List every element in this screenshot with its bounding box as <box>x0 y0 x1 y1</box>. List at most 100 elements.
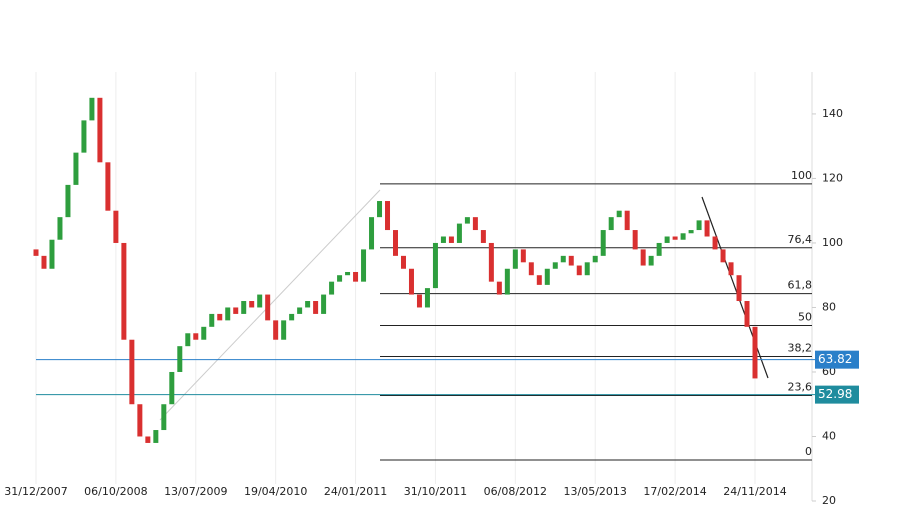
candle-body <box>329 281 335 295</box>
candle-body <box>608 217 614 231</box>
candle-body <box>712 236 718 250</box>
candle-body <box>257 294 263 308</box>
candle-body <box>640 249 646 266</box>
candle-body <box>201 326 207 340</box>
candle-body <box>584 262 590 276</box>
candle-body <box>393 230 398 256</box>
x-tick-label: 19/04/2010 <box>244 485 307 498</box>
candle-body <box>544 268 550 285</box>
candle-body <box>512 249 518 269</box>
candle-body <box>273 320 279 340</box>
candle-body <box>177 346 183 372</box>
x-tick-label: 31/12/2007 <box>4 485 67 498</box>
candle-body <box>313 301 319 314</box>
candle-body <box>672 236 678 240</box>
price-badge-label: 52.98 <box>818 387 852 401</box>
fib-label: 76,4 <box>788 233 813 246</box>
candle-body <box>209 313 215 327</box>
candle-body <box>656 242 662 256</box>
x-tick-label: 17/02/2014 <box>643 485 706 498</box>
candle-body <box>536 275 542 285</box>
candle-body <box>416 294 422 308</box>
candle-body <box>696 220 702 231</box>
candle-body <box>688 230 694 234</box>
candle-body <box>105 162 111 211</box>
candle-body <box>217 313 223 321</box>
price-badge <box>815 385 859 404</box>
price-badge <box>815 350 859 369</box>
candle-body <box>440 236 446 243</box>
candle-body <box>113 210 119 243</box>
candle-body <box>736 275 742 302</box>
candle-body <box>121 242 127 340</box>
candle-body <box>57 217 63 240</box>
candle-body <box>161 404 167 431</box>
candle-body <box>305 301 311 308</box>
x-tick-label: 31/10/2011 <box>404 485 467 498</box>
candle-body <box>265 294 271 321</box>
candle-body <box>321 294 327 314</box>
x-tick-label: 06/08/2012 <box>484 485 547 498</box>
candle-body <box>185 333 191 347</box>
candle-body <box>41 255 47 269</box>
candle-body <box>241 301 247 314</box>
fib-label: 61,8 <box>788 279 813 292</box>
x-tick-label: 13/05/2013 <box>564 485 627 498</box>
y-tick-label: 80 <box>822 300 836 313</box>
candle-body <box>297 307 303 314</box>
candle-body <box>648 255 654 266</box>
candle-body <box>361 249 367 282</box>
candle-body <box>472 217 478 231</box>
candle-body <box>616 210 622 218</box>
candle-body <box>560 255 566 263</box>
candle-body <box>744 301 750 327</box>
candle-body <box>249 301 255 308</box>
candle-body <box>145 436 151 443</box>
candle-body <box>632 230 638 250</box>
candle-body <box>448 236 454 243</box>
y-tick-label: 140 <box>822 107 843 120</box>
candle-body <box>353 271 359 282</box>
x-tick-label: 24/01/2011 <box>324 485 387 498</box>
candle-body <box>289 313 295 321</box>
fib-label: 0 <box>805 445 812 458</box>
candle-body <box>456 223 462 243</box>
fib-label: 50 <box>798 311 812 324</box>
candle-body <box>81 120 87 153</box>
candle-body <box>624 210 630 231</box>
candle-body <box>153 430 159 443</box>
candle-body <box>369 217 375 250</box>
candle-body <box>464 217 470 224</box>
price-badge-label: 63.82 <box>818 352 852 366</box>
y-tick-label: 40 <box>822 429 836 442</box>
candle-body <box>169 371 175 405</box>
candle-body <box>720 249 726 263</box>
candle-body <box>704 220 710 237</box>
candle-body <box>408 268 414 295</box>
candle-body <box>432 242 438 289</box>
candle-body <box>89 97 95 121</box>
candle-body <box>129 339 135 405</box>
candle-body <box>33 249 39 256</box>
candle-body <box>377 201 383 218</box>
candle-body <box>592 255 598 263</box>
candle-body <box>488 242 494 282</box>
candle-body <box>600 230 606 256</box>
candle-body <box>49 239 55 269</box>
candle-body <box>400 255 406 269</box>
candle-body <box>680 233 686 240</box>
fib-label: 23,6 <box>788 381 813 394</box>
candle-body <box>552 262 558 269</box>
candle-body <box>576 265 582 276</box>
x-tick-label: 13/07/2009 <box>164 485 227 498</box>
candle-body <box>281 320 287 340</box>
candle-body <box>65 184 71 218</box>
fib-label: 38,2 <box>788 341 813 354</box>
candle-body <box>568 255 574 266</box>
candle-body <box>337 275 343 282</box>
candle-body <box>225 307 231 321</box>
y-tick-label: 120 <box>822 171 843 184</box>
candle-body <box>504 268 510 295</box>
candle-body <box>73 152 79 185</box>
